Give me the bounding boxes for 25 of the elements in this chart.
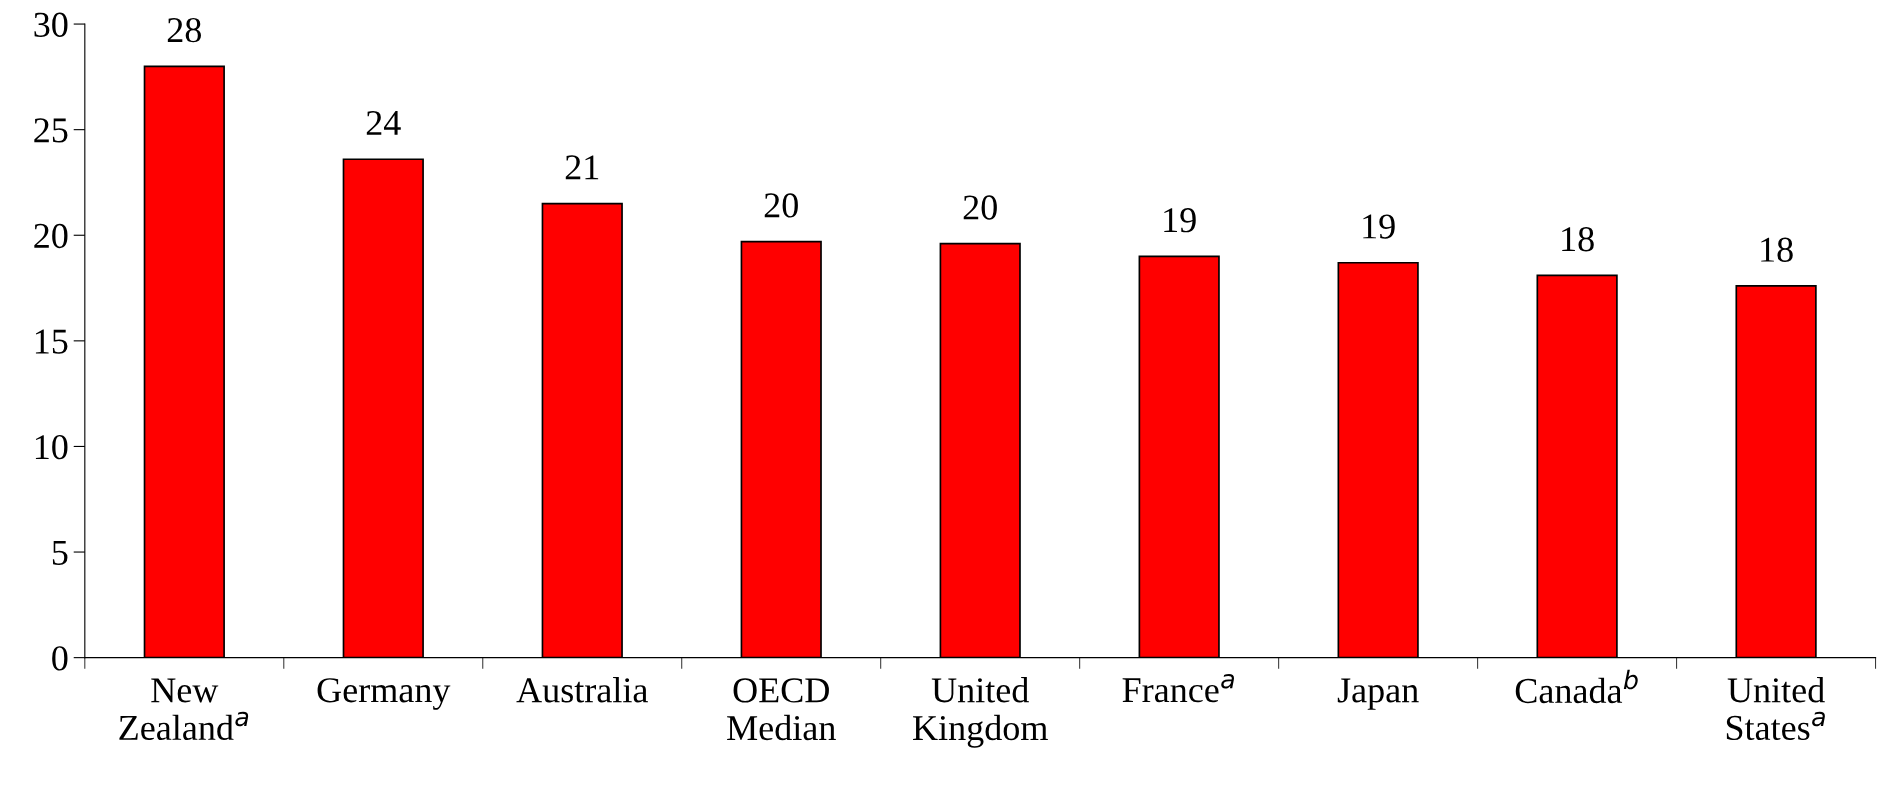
y-tick-label: 10 <box>35 434 68 460</box>
x-tick-label: OECD Median <box>727 678 836 741</box>
x-tick-label: United States$^{a}$ <box>1726 677 1825 741</box>
data-label: 19 <box>1363 214 1395 239</box>
y-tick-label: 20 <box>34 223 68 249</box>
y-tick-label: 0 <box>52 646 68 671</box>
y-tick-label: 15 <box>35 329 68 354</box>
x-tick-label: Japan <box>1337 678 1419 710</box>
data-label: 20 <box>963 195 997 220</box>
data-label: 28 <box>167 17 201 43</box>
x-tick-label: France$^{a}$ <box>1122 673 1234 703</box>
data-label: 18 <box>1562 227 1594 252</box>
y-tick-label: 30 <box>34 12 68 37</box>
x-tick-label: Canada$^{b}$ <box>1515 669 1638 704</box>
y-tick-label: 5 <box>52 540 68 565</box>
x-tick-label: Australia <box>516 677 648 703</box>
data-label: 21 <box>565 155 599 180</box>
data-label: 19 <box>1164 208 1196 233</box>
data-label: 20 <box>764 193 798 218</box>
data-label: 18 <box>1761 237 1793 262</box>
data-label: 24 <box>366 110 401 135</box>
x-tick-label: United Kingdom <box>913 677 1048 748</box>
x-tick-label: Germany <box>317 678 451 710</box>
y-tick-label: 25 <box>34 118 68 143</box>
x-tick-label: New Zealand$^{a}$ <box>119 678 249 741</box>
